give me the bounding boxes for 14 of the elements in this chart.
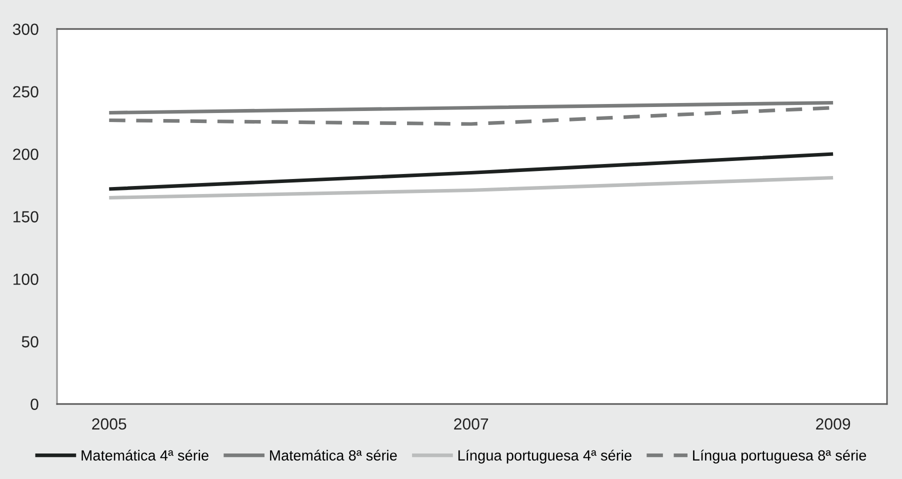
x-tick-label: 2005 bbox=[92, 418, 126, 430]
y-tick-label: 150 bbox=[14, 211, 38, 222]
y-tick-label: 100 bbox=[14, 274, 38, 285]
legend-label: Matemática 8ª série bbox=[270, 450, 397, 461]
x-tick-label: 2007 bbox=[454, 418, 488, 430]
y-tick-label: 50 bbox=[22, 336, 38, 348]
x-tick-label: 2009 bbox=[816, 418, 850, 430]
y-tick-label: 0 bbox=[30, 398, 38, 410]
y-tick-label: 200 bbox=[13, 148, 38, 160]
y-tick-label: 300 bbox=[12, 24, 38, 35]
legend-label: Língua portuguesa 4ª série bbox=[458, 450, 632, 464]
legend-label: Matemática 4ª série bbox=[82, 450, 208, 461]
legend-label: Língua portuguesa 8ª série bbox=[693, 450, 866, 464]
y-tick-label: 250 bbox=[13, 86, 38, 98]
